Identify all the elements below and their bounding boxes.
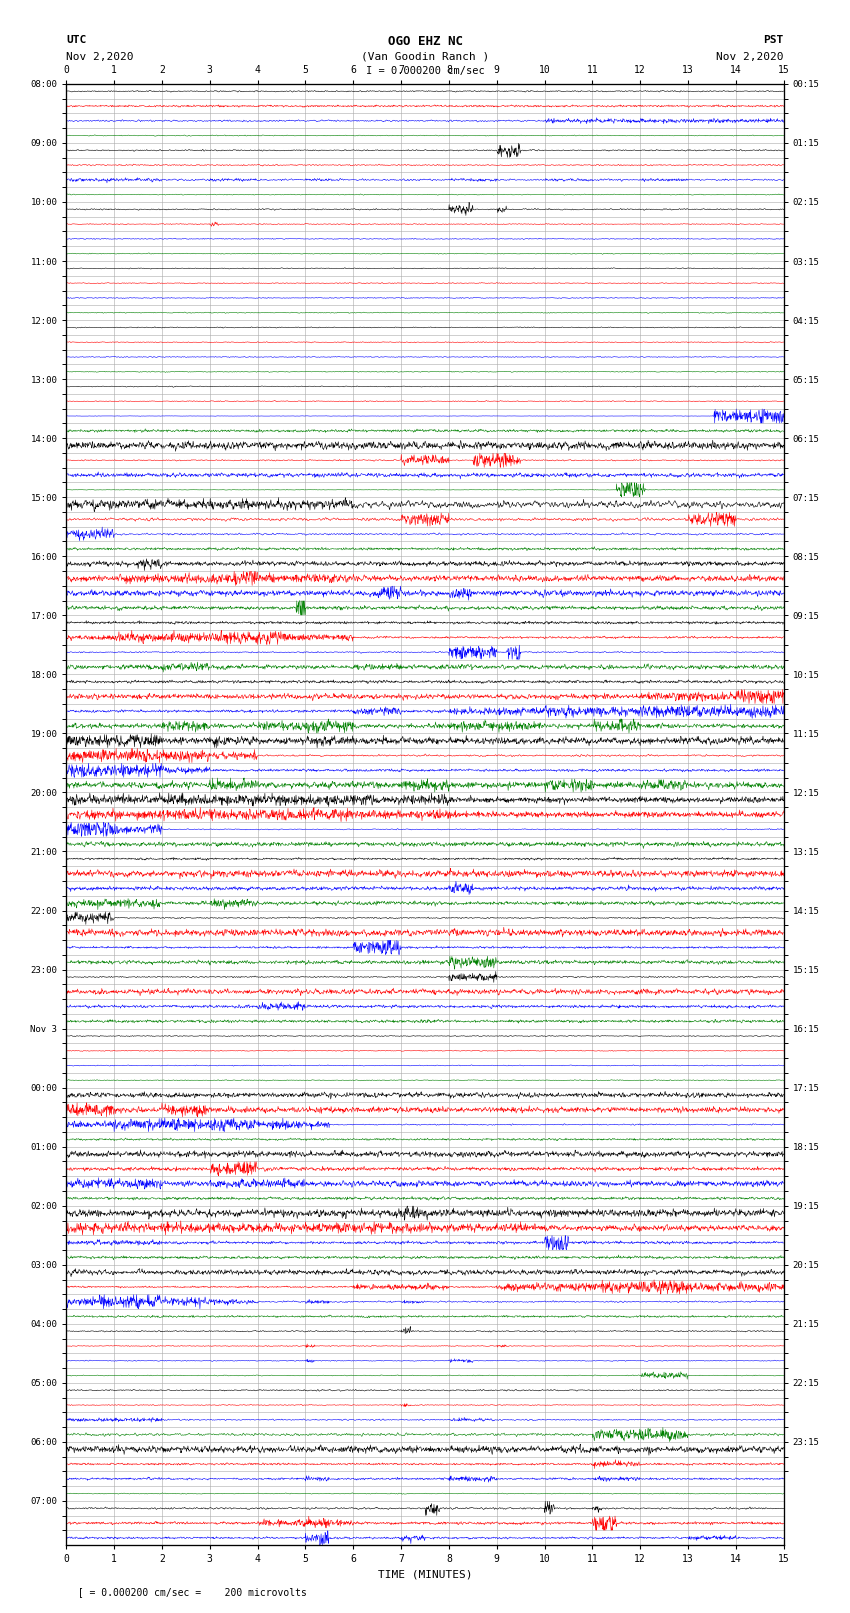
- Text: (Van Goodin Ranch ): (Van Goodin Ranch ): [361, 52, 489, 61]
- Text: OGO EHZ NC: OGO EHZ NC: [388, 35, 462, 48]
- Text: [ = 0.000200 cm/sec =    200 microvolts: [ = 0.000200 cm/sec = 200 microvolts: [66, 1587, 307, 1597]
- Text: Nov 2,2020: Nov 2,2020: [717, 52, 784, 61]
- Text: UTC: UTC: [66, 35, 87, 45]
- Text: PST: PST: [763, 35, 784, 45]
- Text: Nov 2,2020: Nov 2,2020: [66, 52, 133, 61]
- Text: I = 0.000200 cm/sec: I = 0.000200 cm/sec: [366, 66, 484, 76]
- X-axis label: TIME (MINUTES): TIME (MINUTES): [377, 1569, 473, 1579]
